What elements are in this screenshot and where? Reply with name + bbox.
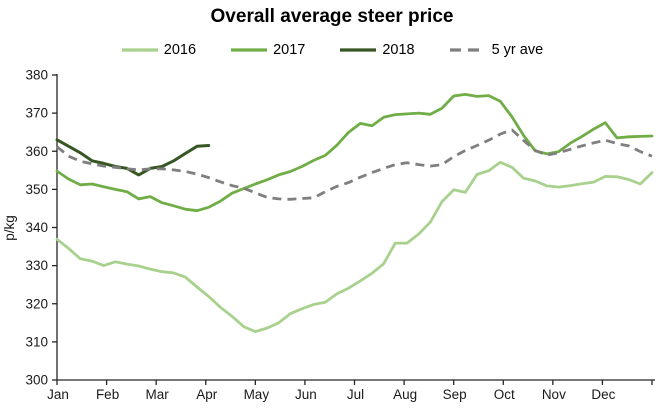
x-tick-label: Jun: [295, 387, 317, 402]
chart-title: Overall average steer price: [210, 6, 454, 27]
y-tick-label: 320: [25, 296, 48, 311]
legend-swatch-2016-line-icon: [121, 48, 158, 52]
y-tick-label: 340: [25, 220, 48, 235]
legend-label: 5 yr ave: [491, 42, 544, 58]
x-tick-label: Dec: [591, 387, 615, 402]
x-tick-label: Nov: [542, 387, 566, 402]
x-tick-label: Feb: [96, 387, 119, 402]
legend-label: 2016: [163, 42, 197, 58]
legend-item-5-yr-ave: 5 yr ave: [449, 42, 544, 58]
chart-legend: 2016 2017 2018 5 yr ave: [0, 38, 664, 62]
axes: 300 310 320 330 340 350 360 370 380 Jan Feb Mar Apr M…: [2, 68, 655, 402]
x-tick-label: Jul: [347, 387, 364, 402]
series-line-2018: [55, 138, 211, 177]
y-tick-label: 300: [25, 373, 48, 388]
legend-item-2018: 2018: [339, 42, 415, 58]
legend-swatch-2018-line-icon: [340, 48, 377, 52]
x-tick-label: Sep: [443, 387, 467, 402]
x-tick-label: Mar: [146, 387, 170, 402]
legend-item-2017: 2017: [230, 42, 305, 58]
y-tick-label: 370: [25, 106, 48, 121]
x-tick-label: Oct: [494, 387, 515, 402]
series-line-5-yr-ave: [56, 128, 653, 201]
legend-label: 2017: [273, 42, 306, 58]
series-line-2016: [55, 160, 654, 334]
legend-item-2016: 2016: [121, 42, 196, 58]
x-tick-label: Apr: [196, 387, 218, 402]
legend-swatch-5-yr-ave-line-icon: [449, 48, 486, 52]
y-tick-label: 360: [25, 144, 48, 159]
x-tick-label: Jan: [47, 387, 69, 402]
y-tick-label: 380: [25, 68, 48, 83]
y-tick-label: 310: [25, 334, 48, 349]
x-tick-label: Aug: [393, 387, 417, 402]
y-axis-label: p/kg: [2, 215, 17, 241]
y-tick-label: 350: [25, 182, 48, 197]
legend-swatch-2017-line-icon: [231, 48, 268, 52]
y-tick-label: 330: [25, 258, 48, 273]
legend-label: 2018: [382, 42, 415, 58]
series-line-2017: [55, 93, 654, 213]
x-tick-label: May: [244, 387, 270, 402]
